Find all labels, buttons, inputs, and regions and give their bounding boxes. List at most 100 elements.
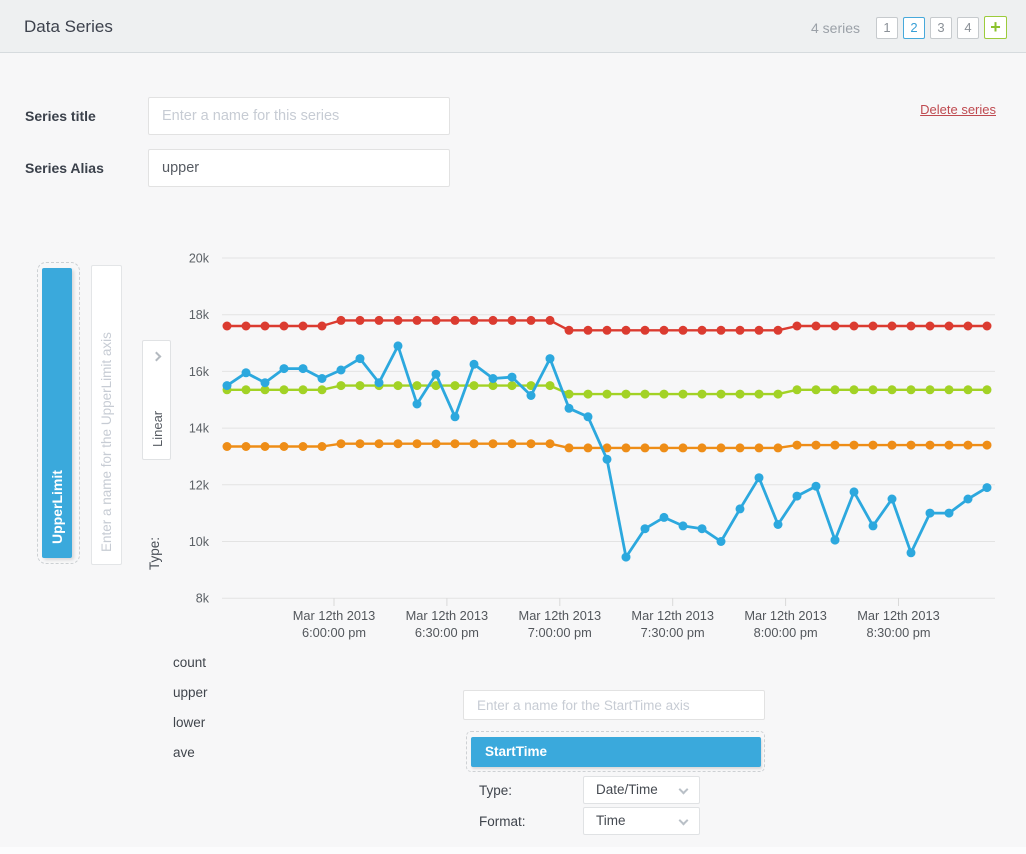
series-point-ave: [811, 385, 821, 395]
series-point-upper: [260, 321, 270, 331]
series-point-count: [811, 481, 821, 491]
x-axis-type-dropdown[interactable]: Date/Time: [583, 776, 700, 804]
series-point-lower: [393, 439, 403, 449]
series-point-upper: [526, 315, 536, 325]
series-point-ave: [488, 381, 498, 391]
series-point-count: [640, 524, 650, 534]
series-point-count: [450, 412, 460, 422]
series-point-ave: [355, 381, 365, 391]
series-point-count: [659, 512, 669, 522]
series-title-input[interactable]: [148, 97, 450, 135]
series-point-ave: [469, 381, 479, 391]
x-axis-type-value: Date/Time: [596, 782, 658, 797]
series-point-count: [716, 537, 726, 546]
y-axis-name-input[interactable]: [91, 265, 122, 565]
bottom-strip: [0, 847, 1026, 854]
series-point-count: [868, 521, 878, 531]
series-point-count: [431, 369, 441, 379]
series-line-lower: [227, 442, 987, 450]
series-point-count: [583, 412, 593, 422]
series-point-upper: [868, 321, 878, 331]
series-alias-upper: upper: [173, 685, 208, 700]
series-point-lower: [317, 442, 327, 451]
series-alias-list: count upper lower ave: [173, 650, 208, 770]
series-point-lower: [659, 443, 669, 453]
series-point-count: [925, 508, 935, 518]
series-point-ave: [507, 381, 517, 391]
y-axis-type-label-wrap: Type:: [145, 524, 163, 570]
delete-series-link[interactable]: Delete series: [920, 102, 996, 117]
series-point-count: [488, 374, 498, 383]
x-axis-format-dropdown[interactable]: Time: [583, 807, 700, 835]
series-point-upper: [564, 325, 574, 335]
x-tick-time: 7:30:00 pm: [641, 625, 705, 640]
series-point-lower: [355, 439, 365, 449]
series-point-ave: [849, 385, 859, 395]
series-point-count: [697, 524, 707, 534]
series-point-lower: [963, 440, 973, 450]
series-point-upper: [507, 315, 517, 325]
series-point-lower: [469, 439, 479, 449]
series-point-ave: [241, 385, 251, 395]
y-series-button-label: UpperLimit: [49, 470, 65, 544]
series-point-ave: [868, 385, 878, 395]
series-point-ave: [773, 389, 783, 399]
series-point-upper: [849, 321, 859, 331]
series-point-lower: [241, 442, 251, 451]
series-page-2[interactable]: 2: [903, 17, 925, 39]
x-tick-date: Mar 12th 2013: [519, 608, 602, 623]
series-point-count: [735, 504, 745, 514]
series-point-upper: [621, 325, 631, 335]
y-series-button-upperlimit[interactable]: UpperLimit: [42, 268, 72, 558]
series-point-upper: [298, 321, 308, 331]
series-point-upper: [887, 321, 897, 331]
x-series-button-starttime[interactable]: StartTime: [471, 737, 761, 767]
series-point-ave: [374, 381, 384, 391]
series-point-upper: [241, 321, 251, 331]
series-point-count: [792, 491, 802, 501]
add-series-button[interactable]: +: [984, 16, 1007, 39]
series-point-ave: [887, 385, 897, 395]
series-point-lower: [431, 439, 441, 449]
series-point-ave: [393, 381, 403, 391]
series-point-lower: [944, 440, 954, 450]
series-point-ave: [754, 389, 764, 399]
series-point-upper: [735, 325, 745, 335]
series-point-count: [279, 364, 289, 374]
series-point-upper: [317, 321, 327, 331]
series-point-upper: [697, 325, 707, 335]
x-tick-time: 8:30:00 pm: [866, 625, 930, 640]
series-alias-label: Series Alias: [25, 160, 104, 176]
x-tick-date: Mar 12th 2013: [406, 608, 489, 623]
series-line-count: [226, 344, 988, 559]
series-point-count: [469, 359, 479, 369]
series-point-upper: [925, 321, 935, 331]
series-point-upper: [602, 325, 612, 335]
x-axis-type-label: Type:: [479, 783, 513, 798]
series-point-lower: [735, 443, 745, 453]
series-point-count: [773, 520, 783, 529]
series-point-lower: [754, 443, 764, 453]
series-point-ave: [735, 389, 745, 399]
series-page-4[interactable]: 4: [957, 17, 979, 39]
series-point-count: [963, 494, 973, 504]
series-point-upper: [412, 315, 422, 325]
series-point-upper: [944, 321, 954, 331]
series-point-lower: [450, 439, 460, 449]
y-axis-scale-button[interactable]: Linear: [142, 340, 171, 460]
series-point-lower: [849, 440, 859, 450]
series-point-ave: [602, 389, 612, 399]
series-point-upper: [545, 315, 555, 325]
series-point-count: [507, 372, 517, 382]
series-point-ave: [583, 389, 593, 399]
series-point-count: [526, 391, 536, 400]
series-point-lower: [906, 440, 916, 450]
series-point-count: [982, 483, 992, 493]
series-page-1[interactable]: 1: [876, 17, 898, 39]
x-axis-name-input[interactable]: [463, 690, 765, 720]
series-point-lower: [260, 442, 270, 451]
series-line-upper: [227, 319, 987, 332]
series-page-3[interactable]: 3: [930, 17, 952, 39]
series-alias-input[interactable]: [148, 149, 450, 187]
